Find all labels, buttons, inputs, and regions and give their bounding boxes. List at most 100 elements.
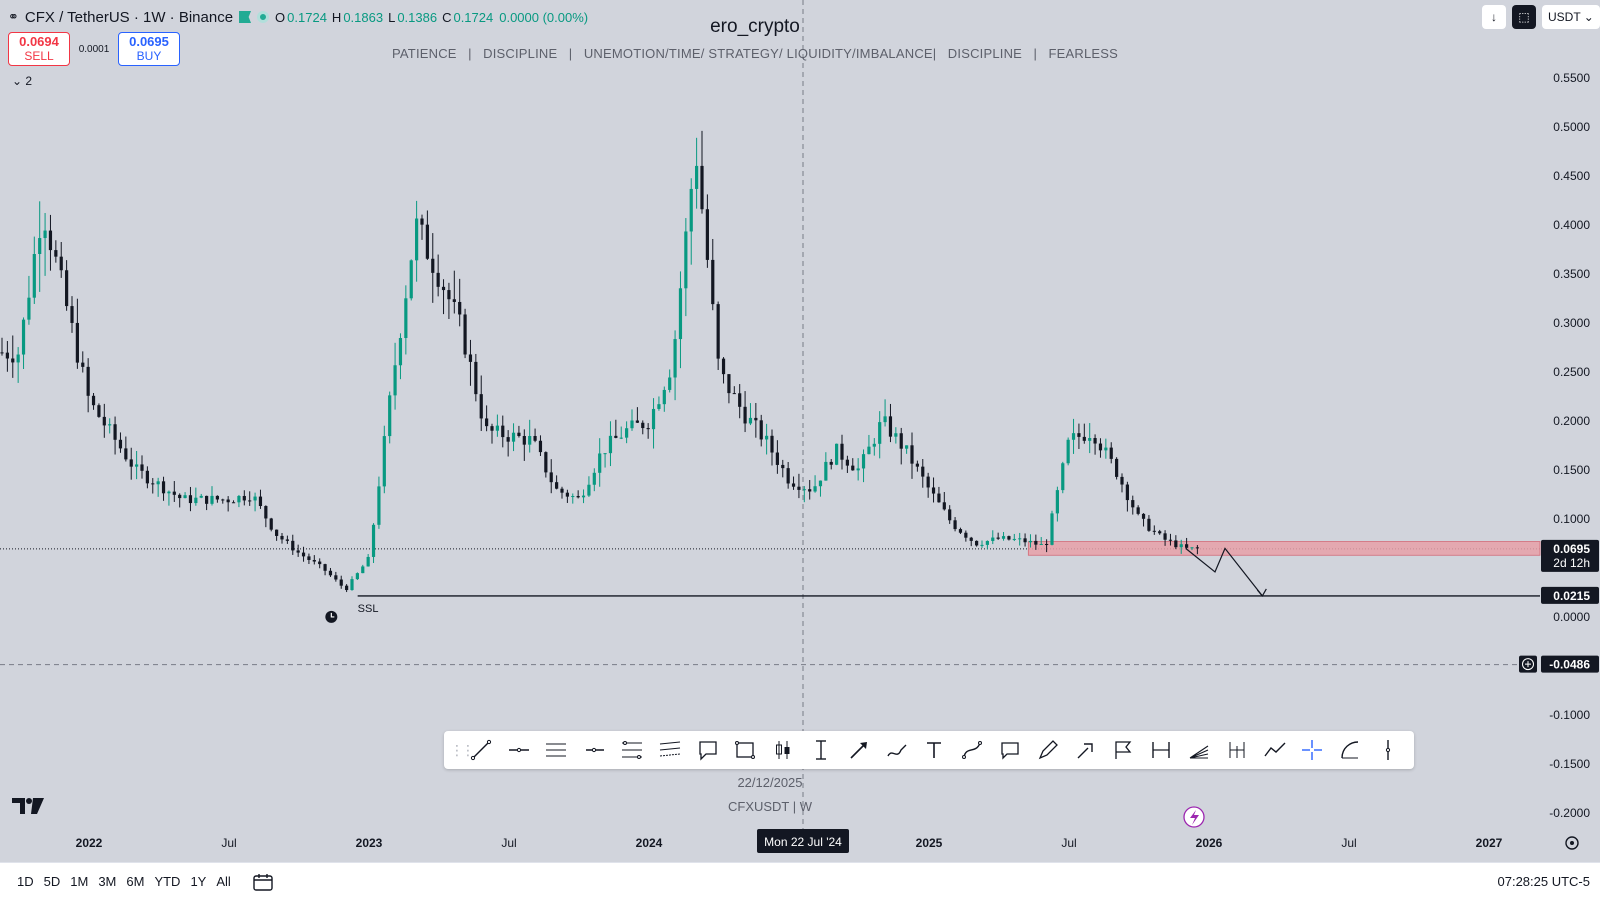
candle: [43, 212, 47, 276]
candle: [845, 455, 849, 473]
arrow-marker-icon[interactable]: [840, 731, 878, 769]
brush-icon[interactable]: [878, 731, 916, 769]
symbol-watermark: CFXUSDT | W: [728, 799, 813, 814]
candle: [393, 342, 397, 410]
candle: [619, 426, 623, 440]
trend-line-icon[interactable]: [462, 731, 500, 769]
date-range-icon[interactable]: [1142, 731, 1180, 769]
candle: [312, 555, 316, 565]
download-icon[interactable]: ↓: [1482, 5, 1506, 29]
sell-price: 0.0694: [19, 34, 59, 49]
candle: [231, 500, 236, 504]
screenshot-icon[interactable]: ⬚: [1512, 5, 1536, 29]
projection-path[interactable]: [1185, 547, 1263, 597]
range-button-all[interactable]: All: [216, 874, 231, 889]
flag-icon[interactable]: [1105, 731, 1143, 769]
pen-icon[interactable]: [1029, 731, 1067, 769]
ssl-price-tag[interactable]: 0.0215: [1541, 586, 1599, 604]
parallel-channel-icon[interactable]: [538, 731, 576, 769]
candle: [129, 447, 133, 480]
range-button-1y[interactable]: 1Y: [190, 874, 207, 889]
candle: [1168, 533, 1173, 546]
candle: [377, 476, 381, 529]
candle: [388, 391, 392, 444]
curve-icon[interactable]: [953, 731, 991, 769]
sell-button[interactable]: 0.0694 SELL: [8, 32, 70, 66]
candle: [1055, 486, 1059, 522]
range-button-ytd[interactable]: YTD: [154, 874, 181, 889]
candle: [237, 494, 241, 508]
indicator-legend-toggle[interactable]: ⌄ 2: [12, 74, 33, 88]
candle: [5, 341, 9, 372]
buy-button[interactable]: 0.0695 BUY: [118, 32, 180, 66]
candle: [921, 459, 925, 488]
calendar-icon[interactable]: [252, 873, 274, 891]
svg-text:Mon 22 Jul '24: Mon 22 Jul '24: [764, 835, 842, 849]
date-price-range-icon[interactable]: [802, 731, 840, 769]
callout-icon[interactable]: [689, 731, 727, 769]
range-button-1d[interactable]: 1D: [17, 874, 34, 889]
candle: [81, 351, 85, 373]
gann-icon[interactable]: [1180, 731, 1218, 769]
candle: [280, 533, 284, 544]
comment-icon[interactable]: [991, 731, 1029, 769]
projection-arrowhead: [1256, 588, 1267, 597]
candle: [975, 540, 979, 547]
fib-channel-icon[interactable]: [651, 731, 689, 769]
currency-select[interactable]: USDT ⌄: [1542, 5, 1600, 29]
clock[interactable]: 07:28:25 UTC-5: [1497, 874, 1591, 889]
settings-gear-icon[interactable]: [1565, 836, 1579, 850]
candle: [781, 459, 785, 478]
candle: [334, 571, 338, 582]
candle: [323, 563, 327, 576]
candle: [695, 137, 699, 209]
candle: [420, 214, 424, 240]
arc-icon[interactable]: [1331, 731, 1369, 769]
lightning-icon[interactable]: [1183, 806, 1205, 828]
arrow-icon[interactable]: [1067, 731, 1105, 769]
candle: [1082, 423, 1086, 444]
candle: [54, 240, 58, 263]
link-icon[interactable]: ⚭: [8, 9, 19, 24]
candle: [205, 495, 209, 511]
candle: [883, 399, 887, 427]
horizontal-line-icon[interactable]: [500, 731, 538, 769]
vertical-line-icon[interactable]: [1369, 731, 1407, 769]
toolbar-grip-icon[interactable]: ⋮⋮: [450, 741, 475, 758]
liquidity-zone-rect[interactable]: [1027, 541, 1541, 556]
fib-retracement-icon[interactable]: [613, 731, 651, 769]
crosshair-price-tag[interactable]: -0.0486: [1541, 655, 1599, 673]
horizontal-ray-icon[interactable]: [575, 731, 613, 769]
range-button-3m[interactable]: 3M: [98, 874, 117, 889]
rectangle-icon[interactable]: [727, 731, 765, 769]
symbol-title[interactable]: CFX / TetherUS · 1W · Binance: [24, 8, 234, 26]
candle: [528, 419, 532, 453]
high-value: 0.1863: [343, 9, 384, 25]
candle: [888, 403, 893, 443]
y-tick-label: -0.1000: [1549, 708, 1590, 722]
candle: [0, 337, 4, 356]
candle: [21, 317, 26, 369]
path-icon[interactable]: [1256, 731, 1294, 769]
candle: [1147, 515, 1151, 532]
candle: [1045, 539, 1049, 553]
candle: [1034, 534, 1038, 550]
sell-label: SELL: [24, 49, 54, 63]
tradingview-logo-icon[interactable]: [12, 796, 46, 816]
pitchfork-icon[interactable]: [1218, 731, 1256, 769]
range-button-1m[interactable]: 1M: [70, 874, 89, 889]
range-button-6m[interactable]: 6M: [126, 874, 145, 889]
candle: [178, 493, 182, 508]
candle: [1136, 505, 1140, 516]
x-tick-label: Jul: [1341, 836, 1356, 850]
long-position-icon[interactable]: [764, 731, 802, 769]
range-buttons: 1D 5D 1M 3M 6M YTD 1Y All: [12, 874, 236, 889]
crosshair-icon[interactable]: [1294, 731, 1332, 769]
candle: [221, 498, 225, 504]
text-icon[interactable]: [916, 731, 954, 769]
range-button-5d[interactable]: 5D: [43, 874, 61, 889]
add-alert-icon[interactable]: [1519, 655, 1537, 673]
candle: [555, 475, 559, 490]
